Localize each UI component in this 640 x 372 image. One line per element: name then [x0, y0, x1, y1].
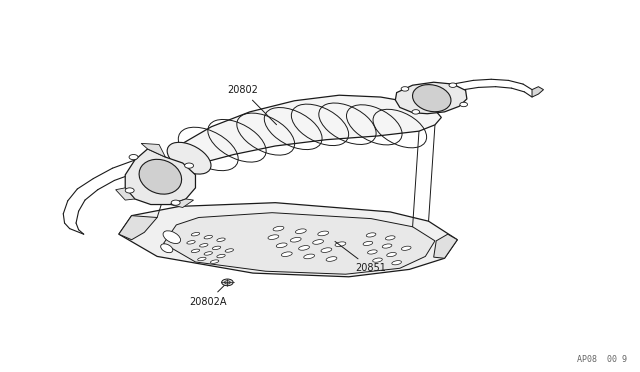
Ellipse shape	[187, 241, 195, 244]
Text: AP08  00 9: AP08 00 9	[577, 355, 627, 364]
Text: 20851: 20851	[335, 241, 386, 273]
Ellipse shape	[167, 142, 211, 174]
Ellipse shape	[372, 258, 382, 262]
Polygon shape	[116, 188, 135, 200]
Ellipse shape	[129, 154, 138, 160]
Ellipse shape	[125, 188, 134, 193]
Ellipse shape	[273, 226, 284, 231]
Polygon shape	[170, 199, 193, 208]
Ellipse shape	[382, 244, 392, 248]
Ellipse shape	[200, 244, 208, 247]
Ellipse shape	[191, 249, 200, 253]
Ellipse shape	[204, 252, 212, 255]
Polygon shape	[119, 216, 157, 240]
Ellipse shape	[291, 237, 301, 242]
Ellipse shape	[163, 231, 180, 244]
Ellipse shape	[184, 163, 193, 168]
Ellipse shape	[413, 84, 451, 112]
Ellipse shape	[268, 235, 279, 240]
Polygon shape	[125, 149, 195, 205]
Polygon shape	[167, 95, 442, 171]
Ellipse shape	[172, 200, 180, 205]
Ellipse shape	[161, 244, 173, 253]
Ellipse shape	[318, 231, 328, 236]
Ellipse shape	[412, 110, 420, 114]
Ellipse shape	[191, 232, 200, 236]
Ellipse shape	[321, 248, 332, 253]
Ellipse shape	[363, 241, 372, 246]
Ellipse shape	[299, 246, 310, 250]
Ellipse shape	[225, 249, 234, 252]
Ellipse shape	[313, 240, 323, 244]
Polygon shape	[141, 143, 166, 157]
Ellipse shape	[296, 229, 307, 234]
Ellipse shape	[326, 257, 337, 262]
Ellipse shape	[276, 243, 287, 248]
Text: 20802A: 20802A	[189, 284, 227, 307]
Ellipse shape	[366, 233, 376, 237]
Ellipse shape	[212, 246, 221, 250]
Polygon shape	[434, 234, 458, 258]
Polygon shape	[396, 82, 467, 114]
Ellipse shape	[198, 257, 206, 261]
Ellipse shape	[401, 246, 411, 250]
Ellipse shape	[387, 253, 396, 257]
Ellipse shape	[211, 260, 219, 263]
Polygon shape	[119, 203, 458, 277]
Ellipse shape	[401, 87, 409, 91]
Ellipse shape	[304, 254, 314, 259]
Ellipse shape	[282, 252, 292, 257]
Ellipse shape	[449, 83, 457, 87]
Ellipse shape	[385, 236, 395, 240]
Ellipse shape	[460, 102, 467, 107]
Ellipse shape	[335, 242, 346, 247]
Text: 20802: 20802	[227, 86, 276, 125]
Polygon shape	[164, 213, 435, 274]
Ellipse shape	[217, 254, 225, 258]
Ellipse shape	[217, 238, 225, 241]
Ellipse shape	[139, 159, 182, 194]
Ellipse shape	[225, 281, 230, 284]
Polygon shape	[532, 87, 543, 97]
Ellipse shape	[392, 261, 401, 265]
Ellipse shape	[204, 235, 212, 239]
Ellipse shape	[367, 250, 377, 254]
Ellipse shape	[221, 279, 233, 286]
